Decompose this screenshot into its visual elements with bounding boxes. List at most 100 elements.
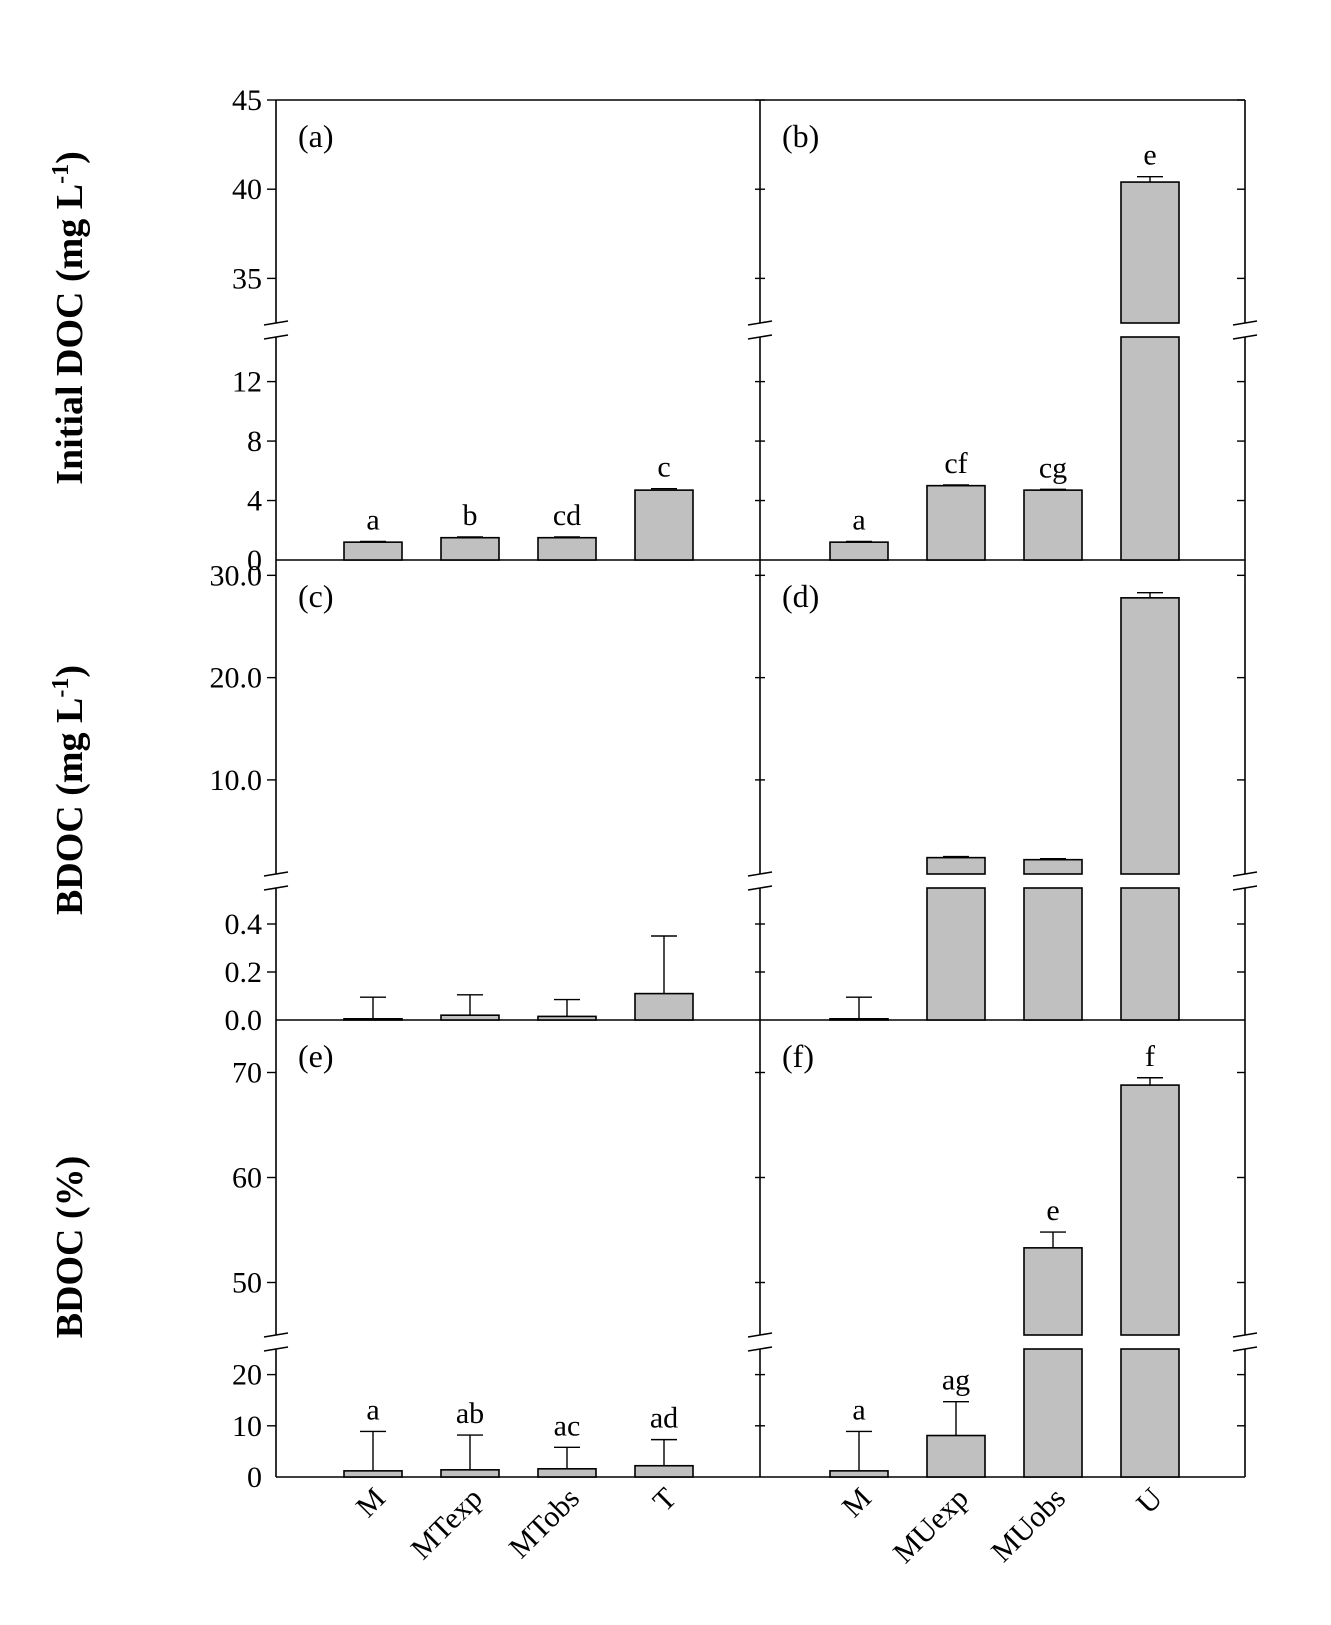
axis-break-mark — [263, 320, 289, 326]
panel-label: (b) — [782, 118, 819, 154]
bar — [440, 536, 500, 561]
axis-break-mark — [747, 885, 773, 891]
y-tick-label: 45 — [232, 84, 262, 117]
axis-break-mark — [263, 871, 289, 877]
significance-letter: c — [657, 451, 670, 484]
axis-break-mark — [1232, 885, 1258, 891]
x-category-label: M — [836, 1482, 878, 1524]
y-tick-label: 12 — [232, 366, 262, 399]
bar — [829, 541, 889, 561]
y-tick-label: 50 — [232, 1267, 262, 1300]
y-tick-label: 35 — [232, 262, 262, 295]
bar — [926, 1434, 986, 1478]
bar — [926, 484, 986, 561]
bar-upper-segment — [926, 856, 986, 875]
x-category-label: T — [647, 1482, 683, 1518]
bar-upper-segment — [1023, 1247, 1083, 1336]
y-axis-label: Initial DOC (mg L-1) — [48, 151, 91, 485]
y-tick-label: 60 — [232, 1162, 262, 1195]
significance-letter: ad — [650, 1402, 678, 1435]
y-tick-label: 20.0 — [210, 662, 263, 695]
bar-lower-segment — [1023, 887, 1083, 1021]
bar — [343, 1017, 403, 1021]
significance-letter: a — [852, 503, 865, 536]
x-category-label: MTobs — [503, 1482, 586, 1565]
axis-break-mark — [747, 334, 773, 340]
axis-break-mark — [263, 334, 289, 340]
y-tick-label: 40 — [232, 173, 262, 206]
axis-break-mark — [747, 1332, 773, 1338]
bar — [440, 1469, 500, 1478]
bar-lower-segment — [1120, 336, 1180, 561]
text-layer: 35 40 45 0 4 8 12 10.0 20.0 30.0 0.0 0.2 0.4 50 60 70 0 1… — [48, 84, 1169, 1570]
bar — [343, 1470, 403, 1478]
significance-letter: cf — [944, 447, 967, 480]
significance-letter: cg — [1039, 451, 1067, 484]
panel-label: (d) — [782, 578, 819, 614]
y-tick-label: 4 — [247, 485, 262, 518]
axis-break-mark — [1232, 320, 1258, 326]
bar-upper-segment — [1120, 1084, 1180, 1336]
y-tick-label: 30.0 — [210, 559, 263, 592]
panel-label: (f) — [782, 1038, 814, 1074]
bar — [634, 489, 694, 561]
y-tick-label: 0.2 — [225, 956, 263, 989]
y-tick-label: 70 — [232, 1057, 262, 1090]
axis-break-mark — [747, 871, 773, 877]
panel-label: (a) — [298, 118, 334, 154]
significance-letter: cd — [553, 499, 581, 532]
x-category-label: M — [350, 1482, 392, 1524]
significance-letter: e — [1143, 139, 1156, 172]
y-axis-label: BDOC (mg L-1) — [48, 665, 91, 915]
significance-letter: f — [1145, 1040, 1155, 1073]
bar-lower-segment — [1120, 1348, 1180, 1478]
bar — [1023, 489, 1083, 561]
significance-letter: e — [1046, 1194, 1059, 1227]
panel-label: (e) — [298, 1038, 334, 1074]
bar — [829, 1470, 889, 1478]
bar — [537, 536, 597, 561]
x-category-label: MUobs — [985, 1482, 1072, 1569]
y-tick-label: 10 — [232, 1410, 262, 1443]
significance-letter: a — [366, 1393, 379, 1426]
axis-break-mark — [1232, 1346, 1258, 1352]
y-tick-label: 0.0 — [225, 1004, 263, 1037]
bar — [634, 992, 694, 1021]
bar — [440, 1014, 500, 1021]
bars-layer — [343, 176, 1180, 1478]
y-tick-label: 8 — [247, 425, 262, 458]
bar-upper-segment — [1120, 597, 1180, 875]
axis-break-mark — [1232, 871, 1258, 877]
y-tick-label: 10.0 — [210, 764, 263, 797]
axis-break-mark — [263, 885, 289, 891]
axis-break-mark — [1232, 1332, 1258, 1338]
x-category-label: U — [1130, 1481, 1169, 1520]
bar — [829, 1017, 889, 1021]
y-tick-label: 0.4 — [225, 908, 263, 941]
x-category-label: MUexp — [887, 1482, 975, 1570]
significance-letter: ac — [554, 1409, 581, 1442]
y-axis-label: BDOC (%) — [49, 1156, 91, 1339]
significance-letter: ab — [456, 1397, 484, 1430]
bar — [343, 541, 403, 561]
x-category-label: MTexp — [405, 1482, 489, 1566]
significance-letter: b — [463, 499, 478, 532]
axis-break-mark — [747, 1346, 773, 1352]
bar — [537, 1015, 597, 1021]
significance-letter: a — [852, 1393, 865, 1426]
significance-letter: ag — [942, 1364, 970, 1397]
y-tick-label: 20 — [232, 1359, 262, 1392]
axis-break-mark — [1232, 334, 1258, 340]
axis-break-mark — [747, 320, 773, 326]
y-tick-label: 0 — [247, 1461, 262, 1494]
bar-upper-segment — [1023, 858, 1083, 875]
axes-layer — [263, 99, 1258, 1478]
bar-lower-segment — [1023, 1348, 1083, 1478]
bar — [537, 1468, 597, 1478]
bar-upper-segment — [1120, 181, 1180, 324]
axis-break-mark — [263, 1332, 289, 1338]
bar-lower-segment — [1120, 887, 1180, 1021]
axis-break-mark — [263, 1346, 289, 1352]
y-tick-label: 0 — [247, 544, 262, 577]
